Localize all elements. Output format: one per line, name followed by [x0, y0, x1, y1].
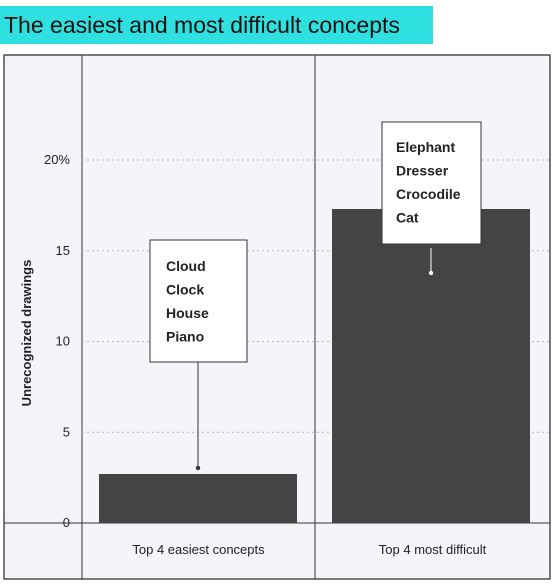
annotation-item: Piano [166, 329, 204, 345]
bar [99, 473, 297, 523]
y-tick-label: 20% [44, 152, 70, 167]
annotation-item: Elephant [396, 139, 455, 155]
y-tick-label: 5 [63, 424, 70, 439]
annotation-item: Clock [166, 282, 204, 298]
annotation-dot [195, 465, 201, 471]
annotation-item: Cloud [166, 258, 206, 274]
category-label: Top 4 most difficult [379, 542, 487, 557]
annotation-dot [428, 270, 434, 276]
y-tick-label: 15 [56, 243, 70, 258]
annotation-item: Crocodile [396, 186, 461, 202]
y-tick-label: 10 [56, 334, 70, 349]
annotation-box [149, 239, 248, 363]
annotation-item: House [166, 305, 209, 321]
annotation-box [381, 121, 482, 245]
y-tick-label: 0 [63, 515, 70, 530]
category-label: Top 4 easiest concepts [132, 542, 265, 557]
chart-title: The easiest and most difficult concepts [0, 6, 433, 44]
annotation-item: Cat [396, 210, 419, 226]
annotation-item: Dresser [396, 163, 449, 179]
y-axis-label: Unrecognized drawings [19, 260, 34, 407]
